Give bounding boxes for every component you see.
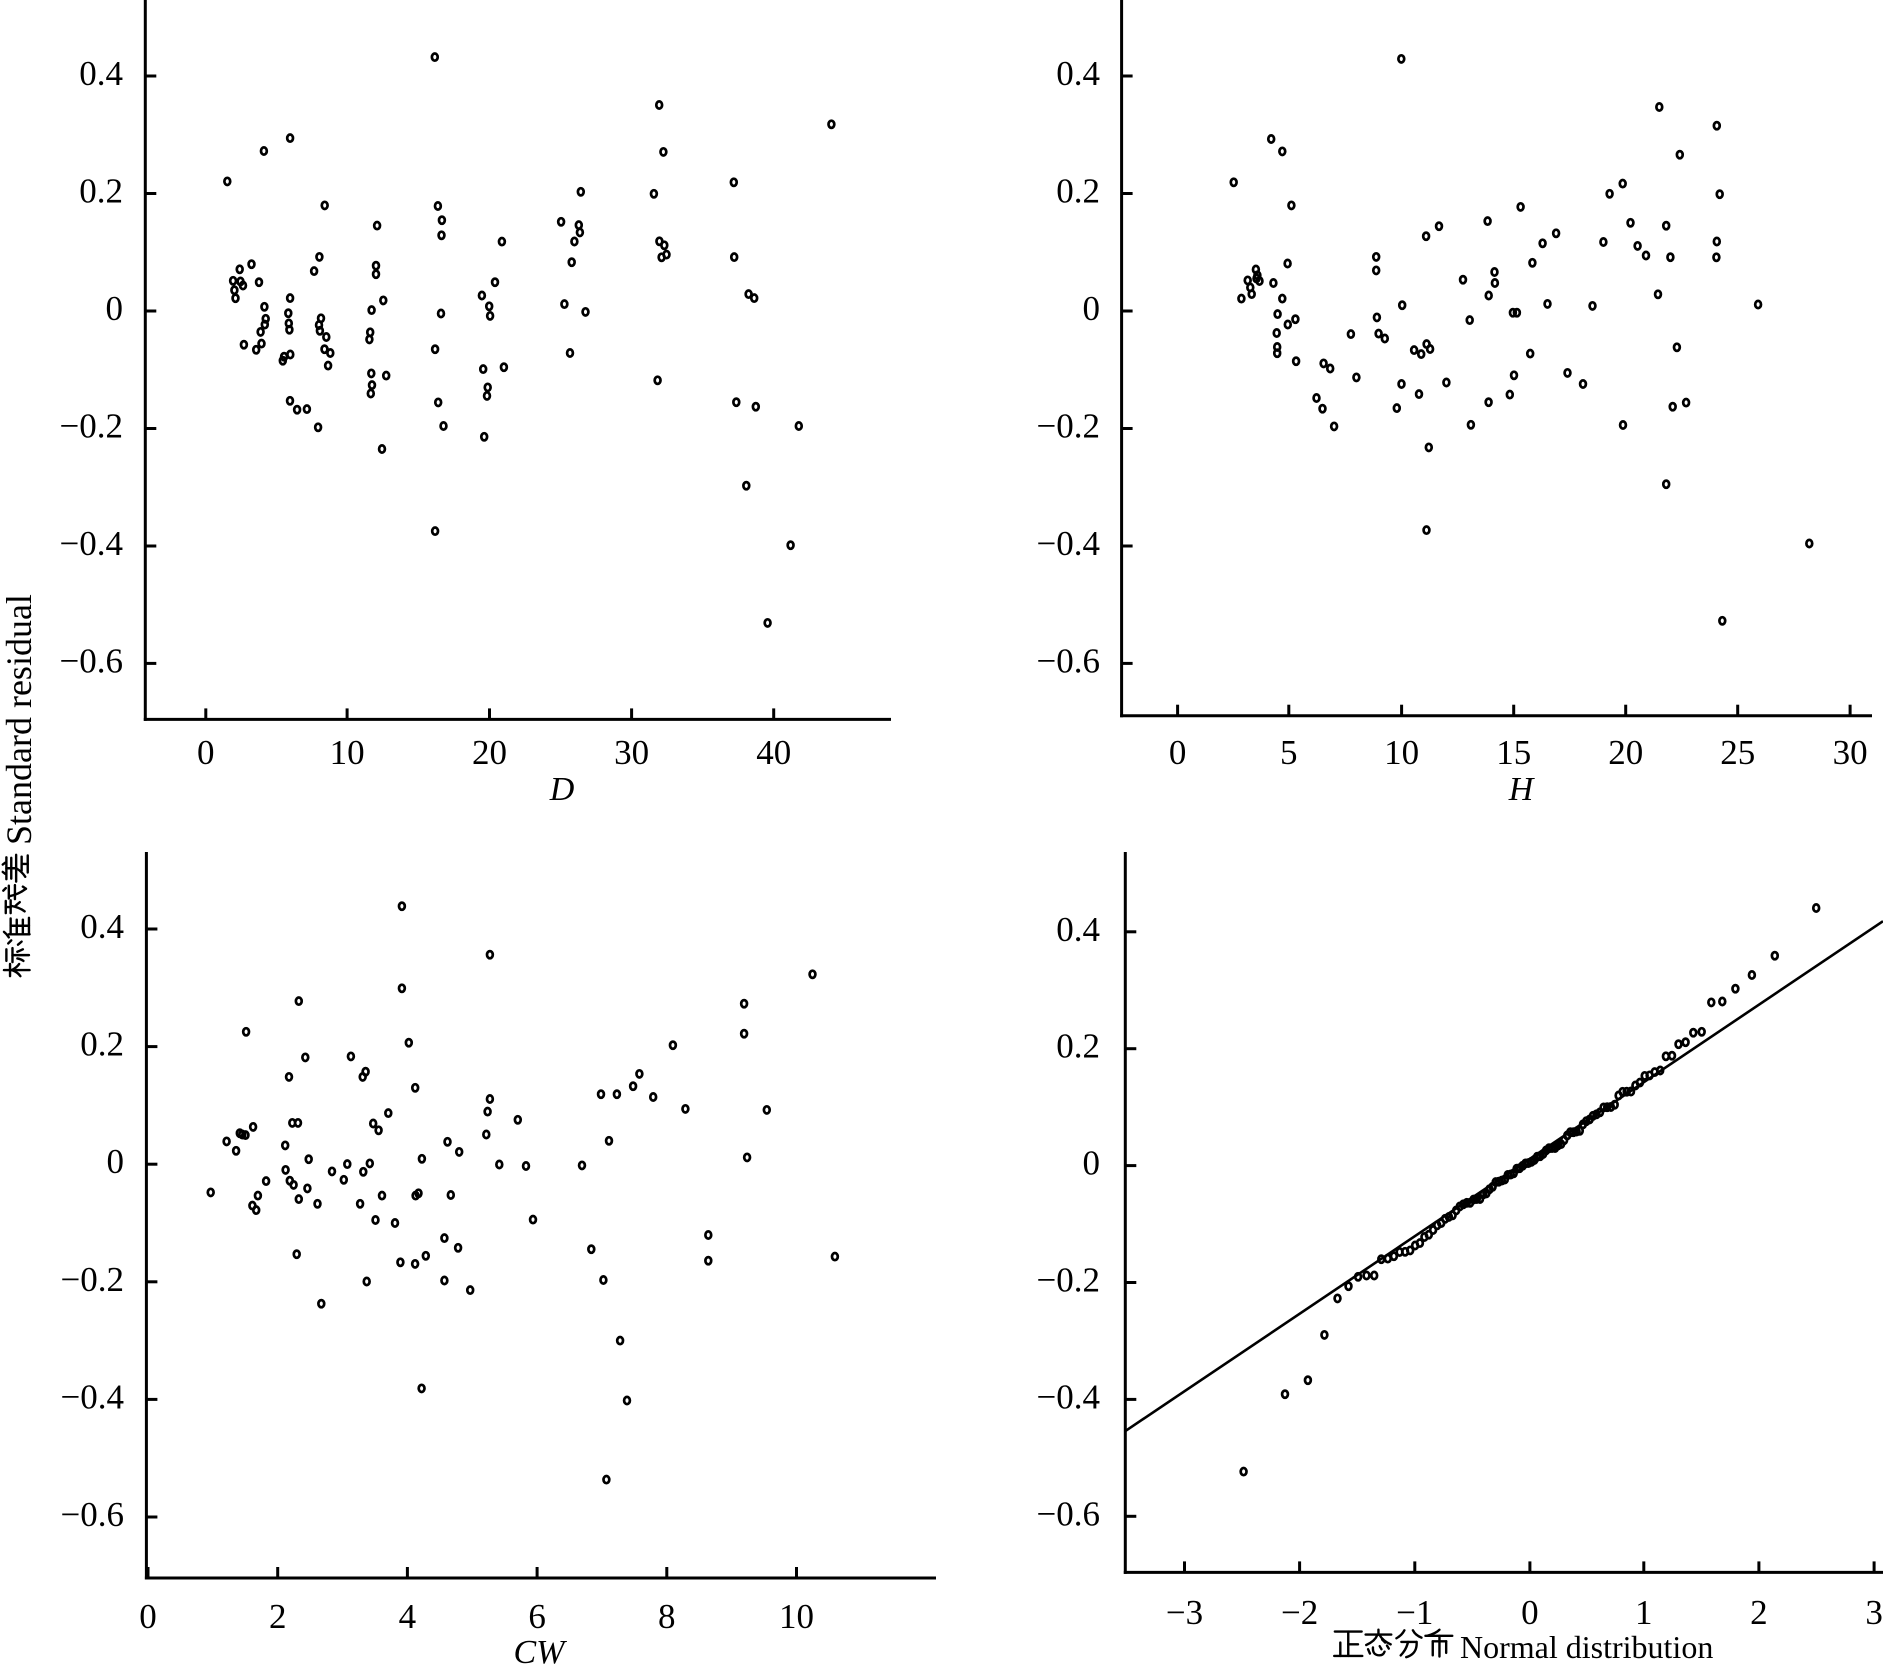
svg-text:10: 10	[330, 733, 365, 772]
svg-text:10: 10	[1384, 733, 1419, 772]
svg-text:−3: −3	[1166, 1593, 1203, 1632]
svg-text:10: 10	[779, 1597, 814, 1636]
svg-text:1: 1	[1635, 1593, 1653, 1632]
svg-text:H: H	[1508, 771, 1536, 808]
svg-text:0: 0	[139, 1597, 157, 1636]
svg-text:0: 0	[1169, 733, 1187, 772]
svg-text:0: 0	[1521, 1593, 1539, 1632]
svg-text:0: 0	[1083, 289, 1101, 328]
svg-text:0.4: 0.4	[1056, 910, 1100, 949]
svg-text:−0.2: −0.2	[61, 1260, 125, 1299]
svg-text:2: 2	[269, 1597, 287, 1636]
svg-text:−1: −1	[1396, 1593, 1433, 1632]
svg-text:−0.2: −0.2	[1037, 407, 1101, 446]
svg-text:0.4: 0.4	[80, 907, 124, 946]
svg-text:0: 0	[106, 289, 124, 328]
svg-text:Normal distribution: Normal distribution	[1460, 1629, 1713, 1665]
svg-text:D: D	[549, 771, 575, 808]
svg-text:−0.2: −0.2	[60, 407, 124, 446]
svg-text:−2: −2	[1281, 1593, 1318, 1632]
svg-text:0.2: 0.2	[1056, 1027, 1100, 1066]
svg-text:5: 5	[1280, 733, 1298, 772]
svg-text:−0.6: −0.6	[1037, 1494, 1101, 1533]
svg-text:3: 3	[1865, 1593, 1883, 1632]
svg-text:−0.6: −0.6	[1037, 641, 1101, 680]
svg-text:0.2: 0.2	[80, 1025, 124, 1064]
svg-text:8: 8	[658, 1597, 676, 1636]
svg-text:30: 30	[614, 733, 649, 772]
svg-text:40: 40	[756, 733, 791, 772]
svg-text:−0.4: −0.4	[61, 1377, 125, 1416]
svg-text:0.2: 0.2	[1056, 172, 1100, 211]
svg-text:2: 2	[1750, 1593, 1768, 1632]
svg-text:0.4: 0.4	[79, 54, 123, 93]
svg-text:−0.4: −0.4	[60, 524, 124, 563]
svg-text:25: 25	[1720, 733, 1755, 772]
svg-text:−0.4: −0.4	[1037, 1377, 1101, 1416]
svg-text:6: 6	[528, 1597, 546, 1636]
svg-text:−0.6: −0.6	[60, 641, 124, 680]
svg-text:15: 15	[1496, 733, 1531, 772]
svg-text:0.4: 0.4	[1056, 54, 1100, 93]
svg-text:0.2: 0.2	[79, 172, 123, 211]
svg-text:−0.4: −0.4	[1037, 524, 1101, 563]
svg-text:−0.2: −0.2	[1037, 1261, 1101, 1300]
svg-text:0: 0	[197, 733, 215, 772]
svg-text:20: 20	[1608, 733, 1643, 772]
svg-text:−0.6: −0.6	[61, 1495, 125, 1534]
svg-text:30: 30	[1833, 733, 1868, 772]
svg-text:4: 4	[399, 1597, 417, 1636]
svg-text:CW: CW	[514, 1634, 568, 1667]
svg-text:Standard residual: Standard residual	[0, 594, 39, 845]
svg-text:20: 20	[472, 733, 507, 772]
svg-text:0: 0	[107, 1142, 125, 1181]
svg-text:0: 0	[1083, 1144, 1101, 1183]
